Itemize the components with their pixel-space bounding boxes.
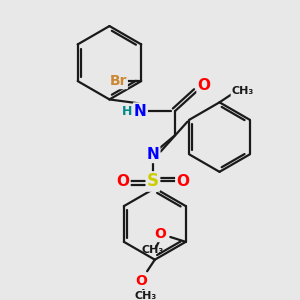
Text: O: O [135,274,147,288]
Text: O: O [176,174,189,189]
Text: CH₃: CH₃ [232,86,254,96]
Text: Br: Br [109,74,127,88]
Text: CH₃: CH₃ [142,244,164,254]
Text: S: S [147,172,159,190]
Text: H: H [122,104,132,118]
Text: N: N [134,103,147,118]
Text: O: O [198,78,211,93]
Text: O: O [116,174,130,189]
Text: N: N [146,147,159,162]
Text: O: O [155,227,167,241]
Text: CH₃: CH₃ [134,291,156,300]
